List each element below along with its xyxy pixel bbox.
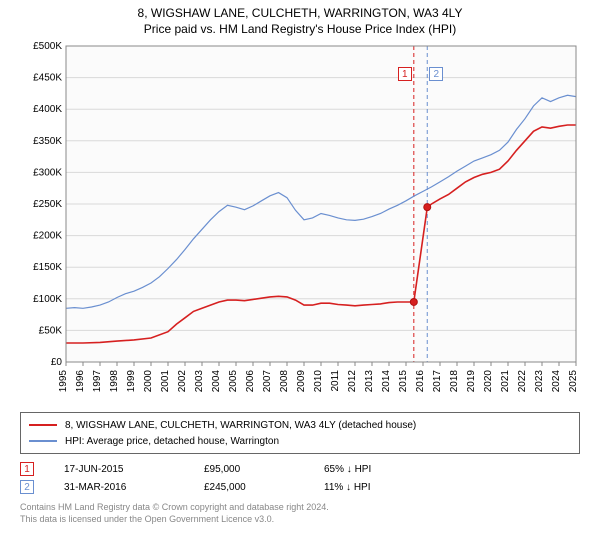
svg-text:2017: 2017: [432, 370, 443, 393]
svg-text:2014: 2014: [381, 370, 392, 393]
svg-text:2002: 2002: [177, 370, 188, 393]
svg-text:2011: 2011: [330, 370, 341, 392]
svg-text:2001: 2001: [160, 370, 171, 393]
svg-text:2022: 2022: [517, 370, 528, 393]
svg-text:£500K: £500K: [33, 42, 62, 52]
chart-title-address: 8, WIGSHAW LANE, CULCHETH, WARRINGTON, W…: [10, 6, 590, 20]
legend-row: 8, WIGSHAW LANE, CULCHETH, WARRINGTON, W…: [29, 417, 571, 433]
svg-text:2004: 2004: [211, 370, 222, 393]
legend: 8, WIGSHAW LANE, CULCHETH, WARRINGTON, W…: [20, 412, 580, 454]
svg-text:2000: 2000: [143, 370, 154, 393]
svg-text:£300K: £300K: [33, 167, 62, 178]
svg-text:2025: 2025: [568, 370, 579, 393]
svg-text:2010: 2010: [313, 370, 324, 393]
svg-text:2020: 2020: [483, 370, 494, 393]
event-pct: 11% ↓ HPI: [324, 482, 371, 493]
svg-text:2015: 2015: [398, 370, 409, 393]
svg-text:£50K: £50K: [39, 325, 63, 336]
svg-text:£450K: £450K: [33, 73, 62, 84]
event-row: 1 17-JUN-2015£95,00065% ↓ HPI: [20, 460, 580, 478]
svg-text:£100K: £100K: [33, 294, 62, 305]
svg-text:£400K: £400K: [33, 104, 62, 115]
svg-text:£250K: £250K: [33, 199, 62, 210]
svg-text:2006: 2006: [245, 370, 256, 393]
event-row: 2 31-MAR-2016£245,00011% ↓ HPI: [20, 478, 580, 496]
chart-subtitle: Price paid vs. HM Land Registry's House …: [10, 22, 590, 36]
footer-attribution: Contains HM Land Registry data © Crown c…: [20, 502, 580, 525]
svg-text:2012: 2012: [347, 370, 358, 393]
legend-row: HPI: Average price, detached house, Warr…: [29, 433, 571, 449]
event-price: £95,000: [204, 464, 324, 475]
event-date: 17-JUN-2015: [64, 464, 204, 475]
event-pct: 65% ↓ HPI: [324, 464, 371, 475]
event-marker: 2: [20, 480, 34, 494]
event-marker-label: 1: [398, 67, 412, 81]
svg-text:1997: 1997: [92, 370, 103, 393]
footer-line-2: This data is licensed under the Open Gov…: [20, 514, 580, 526]
svg-text:£0: £0: [51, 357, 63, 368]
svg-text:2008: 2008: [279, 370, 290, 393]
legend-swatch: [29, 424, 57, 426]
svg-text:2019: 2019: [466, 370, 477, 393]
svg-text:2018: 2018: [449, 370, 460, 393]
svg-text:1996: 1996: [75, 370, 86, 393]
event-marker: 1: [20, 462, 34, 476]
legend-label: 8, WIGSHAW LANE, CULCHETH, WARRINGTON, W…: [65, 420, 416, 431]
chart-container: 8, WIGSHAW LANE, CULCHETH, WARRINGTON, W…: [0, 0, 600, 560]
event-marker-label: 2: [429, 67, 443, 81]
svg-text:£200K: £200K: [33, 231, 62, 242]
svg-text:£350K: £350K: [33, 136, 62, 147]
svg-text:2005: 2005: [228, 370, 239, 393]
svg-text:2007: 2007: [262, 370, 273, 393]
svg-text:1999: 1999: [126, 370, 137, 393]
svg-text:2023: 2023: [534, 370, 545, 393]
chart-svg: £0 £50K £100K £150K £200K £250K £300K £350K £400…: [20, 42, 580, 402]
svg-text:1995: 1995: [58, 370, 69, 393]
event-date: 31-MAR-2016: [64, 482, 204, 493]
svg-text:2003: 2003: [194, 370, 205, 393]
chart-plot: £0 £50K £100K £150K £200K £250K £300K £350K £400…: [20, 42, 580, 402]
legend-swatch: [29, 440, 57, 442]
svg-text:£150K: £150K: [33, 262, 62, 273]
svg-text:2009: 2009: [296, 370, 307, 393]
event-price: £245,000: [204, 482, 324, 493]
footer-line-1: Contains HM Land Registry data © Crown c…: [20, 502, 580, 514]
event-table: 1 17-JUN-2015£95,00065% ↓ HPI 2 31-MAR-2016…: [20, 460, 580, 496]
svg-text:1998: 1998: [109, 370, 120, 393]
svg-text:2021: 2021: [500, 370, 511, 393]
svg-text:2016: 2016: [415, 370, 426, 393]
svg-text:2024: 2024: [551, 370, 562, 393]
legend-label: HPI: Average price, detached house, Warr…: [65, 436, 279, 447]
svg-text:2013: 2013: [364, 370, 375, 393]
